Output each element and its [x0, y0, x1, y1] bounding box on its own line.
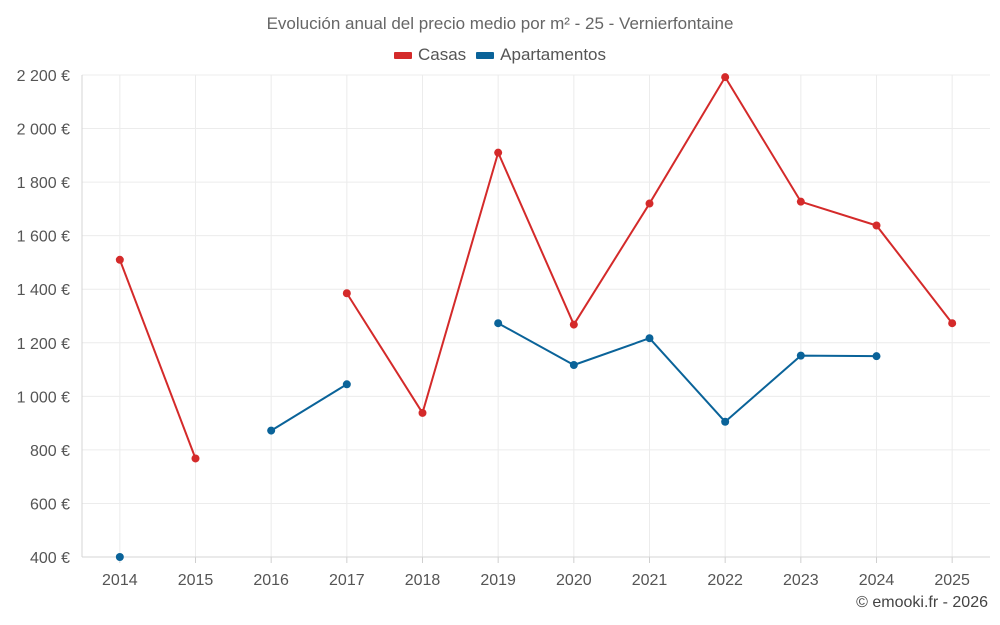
legend: Casas Apartamentos [0, 45, 1000, 65]
x-tick-label: 2018 [405, 572, 441, 589]
x-tick-label: 2017 [329, 572, 365, 589]
x-tick-label: 2019 [480, 572, 516, 589]
x-tick-label: 2024 [859, 572, 895, 589]
chart-title: Evolución anual del precio medio por m² … [266, 14, 734, 33]
y-tick-label: 1 200 € [17, 336, 70, 353]
series-apartamentos [115, 319, 881, 561]
data-point-casas[interactable] [569, 320, 578, 329]
data-point-apartamentos[interactable] [115, 553, 124, 561]
y-tick-label: 800 € [30, 443, 70, 460]
data-point-apartamentos[interactable] [569, 361, 578, 370]
data-point-casas[interactable] [342, 289, 351, 298]
legend-item-apartamentos[interactable]: Apartamentos [476, 45, 606, 65]
legend-label-apartamentos: Apartamentos [500, 45, 607, 64]
series-line-apartamentos [270, 383, 348, 432]
x-tick-label: 2020 [556, 572, 592, 589]
series-layer [115, 73, 957, 561]
data-point-casas[interactable] [645, 199, 654, 208]
y-tick-label: 1 800 € [17, 175, 70, 192]
data-point-casas[interactable] [796, 197, 805, 206]
x-tick-label: 2023 [783, 572, 819, 589]
data-point-casas[interactable] [494, 148, 503, 157]
series-line-casas [118, 259, 197, 459]
x-tick-label: 2014 [102, 572, 138, 589]
legend-swatch-casas [393, 51, 412, 59]
data-point-apartamentos[interactable] [645, 334, 654, 343]
x-tick-label: 2016 [253, 572, 289, 589]
y-tick-label: 1 400 € [17, 282, 70, 299]
x-tick-label: 2025 [934, 572, 970, 589]
x-tick-label: 2022 [707, 572, 743, 589]
legend-label-casas: Casas [417, 45, 467, 64]
y-tick-label: 2 200 € [17, 68, 70, 85]
y-tick-label: 600 € [30, 496, 70, 513]
data-point-apartamentos[interactable] [796, 351, 805, 360]
data-point-casas[interactable] [191, 454, 200, 463]
data-point-apartamentos[interactable] [267, 426, 276, 435]
data-point-casas[interactable] [721, 73, 730, 82]
x-tick-label: 2021 [632, 572, 668, 589]
credit-text: © emooki.fr - 2026 [856, 594, 988, 611]
legend-swatch-apartamentos [476, 51, 495, 59]
data-point-apartamentos[interactable] [342, 380, 351, 389]
data-point-casas[interactable] [948, 319, 957, 328]
y-tick-label: 1 600 € [17, 229, 70, 246]
x-tick-label: 2015 [178, 572, 214, 589]
data-point-casas[interactable] [418, 408, 427, 417]
y-tick-label: 400 € [30, 550, 70, 567]
legend-item-casas[interactable]: Casas [393, 45, 467, 65]
series-casas [115, 73, 957, 463]
y-tick-label: 2 000 € [17, 122, 70, 139]
series-line-apartamentos [497, 322, 877, 423]
grid [82, 74, 990, 558]
y-tick-label: 1 000 € [17, 389, 70, 406]
data-point-apartamentos[interactable] [494, 319, 503, 328]
data-point-apartamentos[interactable] [721, 417, 730, 426]
data-point-casas[interactable] [872, 221, 881, 230]
data-point-apartamentos[interactable] [872, 352, 881, 361]
data-point-casas[interactable] [115, 255, 124, 264]
axes: 400 € 600 € 800 € 1 000 € 1 200 € 1 400 € 1 60… [17, 68, 990, 589]
